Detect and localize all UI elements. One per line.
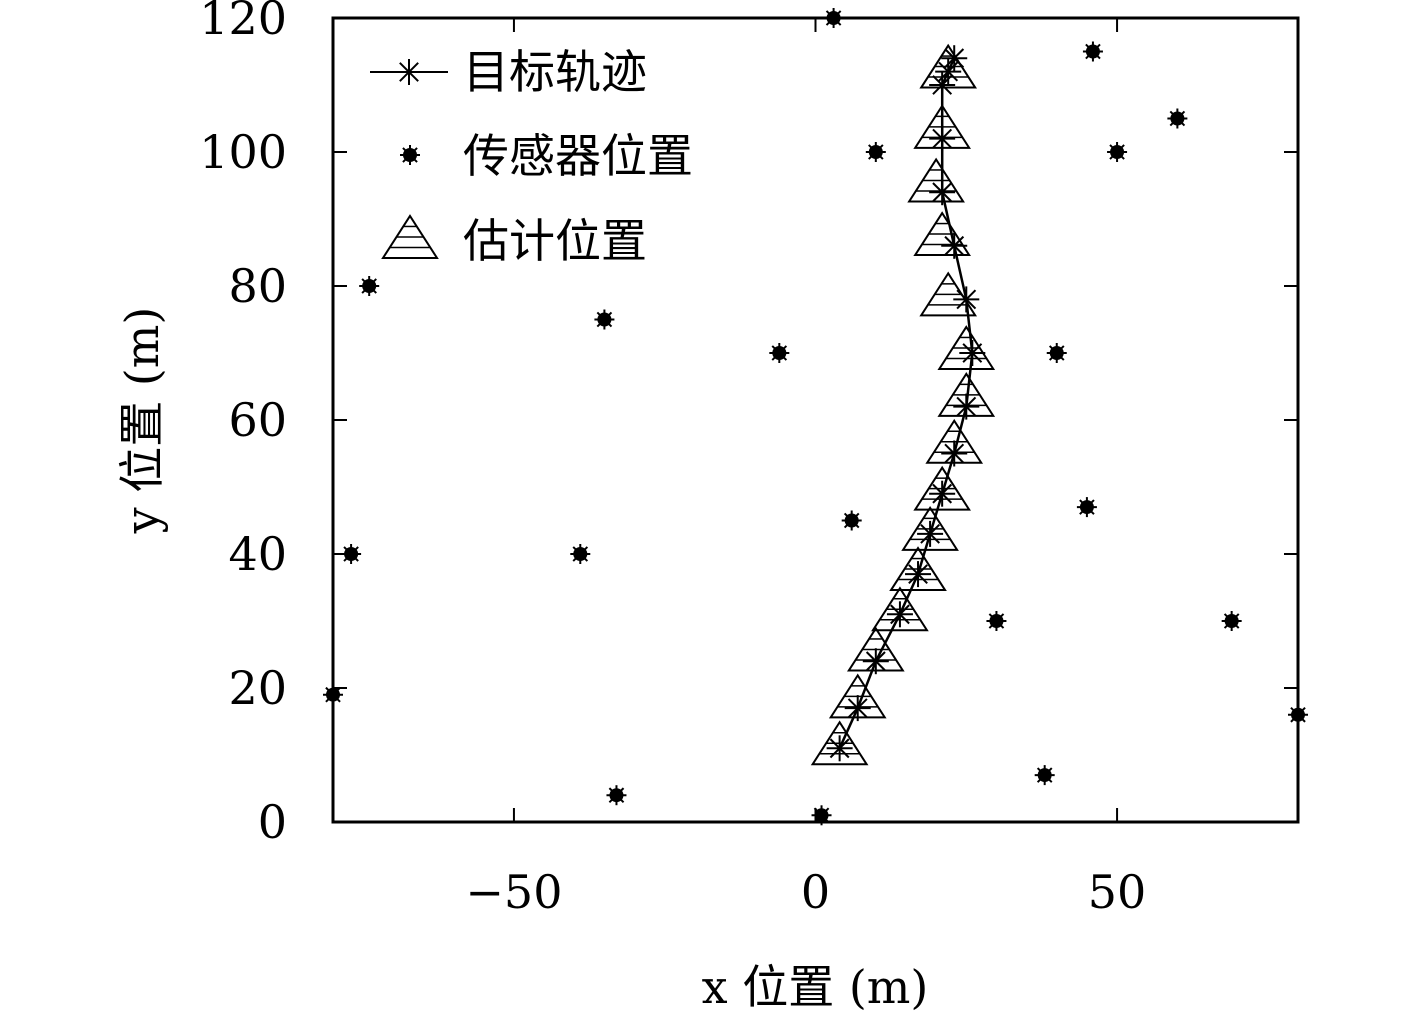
sensor-point <box>1076 497 1097 518</box>
sensor-point <box>1107 142 1128 162</box>
x-axis-title: x 位置 (m) <box>702 960 929 1014</box>
trajectory-point <box>886 601 913 628</box>
estimate-point <box>913 211 971 257</box>
trajectory-point <box>941 45 968 72</box>
legend: 目标轨迹 传感器位置 估计位置 <box>370 45 693 268</box>
sensor-point <box>359 276 380 296</box>
sensor-point <box>594 309 615 330</box>
sensor-point <box>841 510 862 531</box>
y-tick-label: 120 <box>199 0 287 45</box>
y-tick-label: 40 <box>228 527 287 581</box>
x-tick-label: −50 <box>465 865 562 919</box>
sensor-point <box>1221 611 1242 631</box>
trajectory-point <box>953 393 980 420</box>
legend-marker-estimate <box>381 214 439 259</box>
trajectory-point <box>941 440 968 467</box>
y-tick-label: 100 <box>199 125 287 179</box>
legend-star-icon <box>396 59 422 85</box>
sensor-point <box>570 544 591 564</box>
y-axis-title: y 位置 (m) <box>115 307 169 535</box>
trajectory-point <box>844 695 871 722</box>
legend-marker-trajectory <box>370 59 448 85</box>
legend-dot-icon <box>400 145 420 165</box>
trajectory-point <box>953 286 980 313</box>
trajectory-point <box>929 480 956 507</box>
trajectory-point <box>826 735 853 762</box>
sensor-point <box>986 611 1007 631</box>
legend-label-estimate: 估计位置 <box>463 214 647 268</box>
sensor-point <box>865 142 886 162</box>
sensor-point <box>1046 343 1067 363</box>
tick-labels: −50 0 50 0 20 40 60 80 100 120 <box>199 0 1146 919</box>
trajectory-point <box>917 520 944 547</box>
sensor-point <box>1167 108 1188 129</box>
trajectory-line <box>838 57 974 749</box>
x-tick-label: 0 <box>801 865 830 919</box>
legend-label-trajectory: 目标轨迹 <box>463 45 647 99</box>
sensor-point <box>811 805 832 826</box>
sensor-point <box>323 684 343 705</box>
estimate-point <box>907 157 965 203</box>
y-tick-label: 60 <box>228 393 287 447</box>
plot-area <box>323 8 1308 826</box>
y-tick-label: 20 <box>228 661 287 715</box>
legend-marker-sensor <box>400 145 420 165</box>
sensor-point <box>1082 41 1103 62</box>
sensor-point <box>341 544 362 564</box>
x-tick-label: 50 <box>1088 865 1147 919</box>
trajectory-point <box>862 648 889 675</box>
trajectory-point <box>959 340 986 366</box>
legend-triangle-icon <box>381 214 439 259</box>
trajectory-point <box>905 561 932 588</box>
axis-ticks <box>333 17 1298 823</box>
trajectory-point <box>929 179 956 206</box>
sensor-point <box>1034 765 1055 786</box>
y-tick-label: 0 <box>258 795 287 849</box>
sensor-point <box>606 785 627 806</box>
trajectory-point <box>929 125 956 152</box>
sensor-point <box>823 8 844 28</box>
legend-label-sensor: 传感器位置 <box>463 129 693 183</box>
sensor-point <box>769 343 790 363</box>
y-tick-label: 80 <box>228 259 287 313</box>
sensor-point <box>1288 704 1308 725</box>
trajectory-point <box>941 232 968 259</box>
